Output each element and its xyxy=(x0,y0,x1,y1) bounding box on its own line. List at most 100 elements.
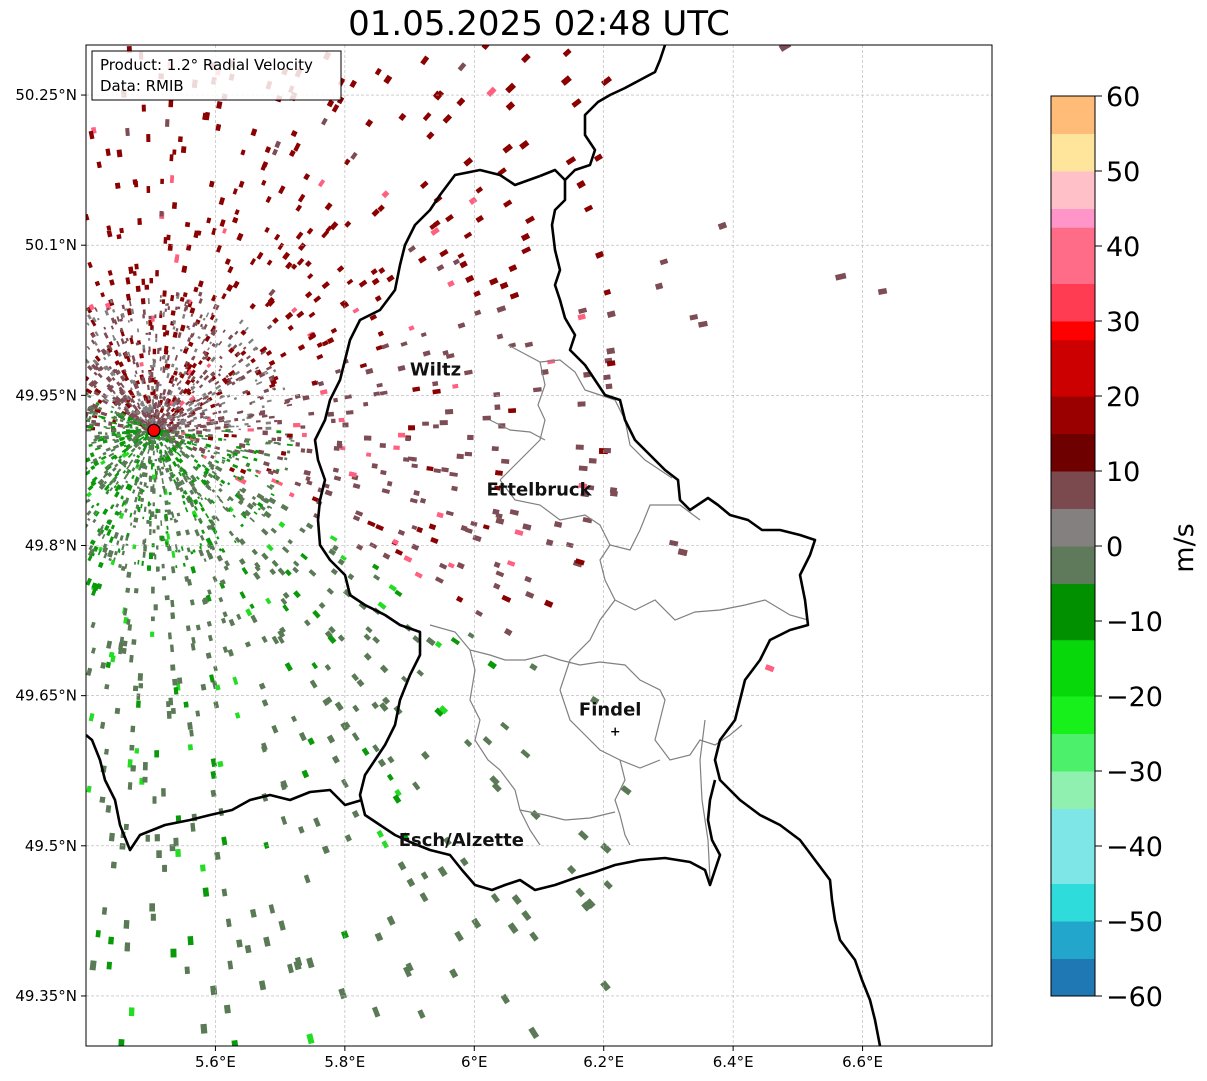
echo-cell xyxy=(600,842,612,854)
echo-cell xyxy=(240,350,247,357)
echo-cell xyxy=(106,347,113,354)
echo-cell xyxy=(116,468,122,474)
echo-cell xyxy=(293,590,301,599)
echo-cell xyxy=(153,604,158,611)
echo-cell xyxy=(388,584,397,592)
echo-cell xyxy=(102,473,109,479)
echo-cell xyxy=(146,134,151,143)
echo-cell xyxy=(374,295,382,302)
echo-cell xyxy=(96,348,101,353)
echo-cell xyxy=(105,464,111,470)
colorbar-band xyxy=(1051,302,1095,322)
echo-cell xyxy=(228,495,234,502)
echo-cell xyxy=(170,294,175,302)
echo-cell xyxy=(133,517,139,523)
echo-cell xyxy=(99,796,106,803)
echo-cell xyxy=(212,527,218,534)
echo-cell xyxy=(201,392,207,398)
echo-cell xyxy=(344,834,352,842)
echo-cell xyxy=(227,429,231,432)
echo-cell xyxy=(402,457,410,462)
echo-cell xyxy=(202,350,207,355)
echo-cell xyxy=(164,308,167,312)
echo-cell xyxy=(141,369,144,374)
echo-cell xyxy=(125,468,131,475)
echo-cell xyxy=(133,480,139,486)
echo-cell xyxy=(196,430,203,435)
echo-cell xyxy=(204,446,208,449)
echo-cell xyxy=(240,410,244,413)
echo-cell xyxy=(287,324,294,331)
echo-cell xyxy=(125,337,129,342)
echo-cell xyxy=(142,344,146,350)
echo-cell xyxy=(365,626,373,634)
echo-cell xyxy=(276,430,282,434)
city-label: Ettelbruck xyxy=(486,479,592,500)
echo-cell xyxy=(359,362,368,369)
echo-cell xyxy=(173,430,180,434)
echo-cell xyxy=(437,866,448,877)
echo-cell xyxy=(419,497,426,504)
echo-cell xyxy=(169,426,173,430)
echo-cell xyxy=(141,278,146,286)
echo-cell xyxy=(432,388,441,395)
echo-cell xyxy=(155,434,160,439)
echo-cell xyxy=(143,506,147,513)
echo-cell xyxy=(210,499,215,504)
echo-cell xyxy=(154,412,157,417)
echo-cell xyxy=(182,388,189,395)
echo-cell xyxy=(280,597,288,606)
echo-cell xyxy=(565,541,574,549)
echo-cell xyxy=(301,769,310,779)
echo-cell xyxy=(175,306,178,311)
echo-cell xyxy=(169,154,174,162)
echo-cell xyxy=(210,356,217,363)
echo-cell xyxy=(394,589,403,597)
colorbar-band xyxy=(1051,189,1095,209)
echo-cell xyxy=(223,433,229,438)
echo-cell xyxy=(603,288,612,296)
echo-cell xyxy=(96,502,100,507)
echo-cell xyxy=(130,318,133,322)
echo-cell xyxy=(156,448,159,453)
echo-cell xyxy=(174,415,178,419)
colorbar-tick-label: 50 xyxy=(1106,157,1140,188)
echo-cell xyxy=(104,437,107,441)
echo-cell xyxy=(172,416,176,420)
echo-cell xyxy=(520,748,531,759)
echo-cell xyxy=(103,397,110,402)
echo-cell xyxy=(182,500,186,505)
echo-cell xyxy=(257,501,264,508)
echo-cell xyxy=(214,450,221,455)
echo-cell xyxy=(132,271,137,276)
echo-cell xyxy=(104,309,110,316)
echo-cell xyxy=(198,549,205,557)
echo-cell xyxy=(170,566,176,574)
echo-cell xyxy=(95,929,101,938)
echo-cell xyxy=(238,428,241,431)
echo-cell xyxy=(361,747,370,757)
echo-cell xyxy=(172,435,176,438)
echo-cell xyxy=(184,361,189,366)
echo-cell xyxy=(288,492,295,498)
echo-cell xyxy=(113,402,118,407)
colorbar-band xyxy=(1051,677,1095,697)
echo-cell xyxy=(112,309,116,313)
echo-cell xyxy=(170,447,176,452)
echo-cell xyxy=(317,179,326,188)
echo-cell xyxy=(221,461,225,464)
echo-cell xyxy=(90,621,96,629)
echo-cell xyxy=(184,529,191,536)
echo-cell xyxy=(173,394,177,398)
echo-cell xyxy=(419,180,429,190)
echo-cell xyxy=(392,538,399,546)
echo-cell xyxy=(242,511,246,515)
echo-cell xyxy=(172,370,178,376)
echo-cell xyxy=(150,464,154,470)
echo-cell xyxy=(416,526,424,534)
echo-cell xyxy=(123,823,129,831)
echo-cell xyxy=(127,438,132,442)
echo-cell xyxy=(87,261,93,269)
echo-cell xyxy=(91,441,97,444)
echo-cell xyxy=(324,664,332,671)
